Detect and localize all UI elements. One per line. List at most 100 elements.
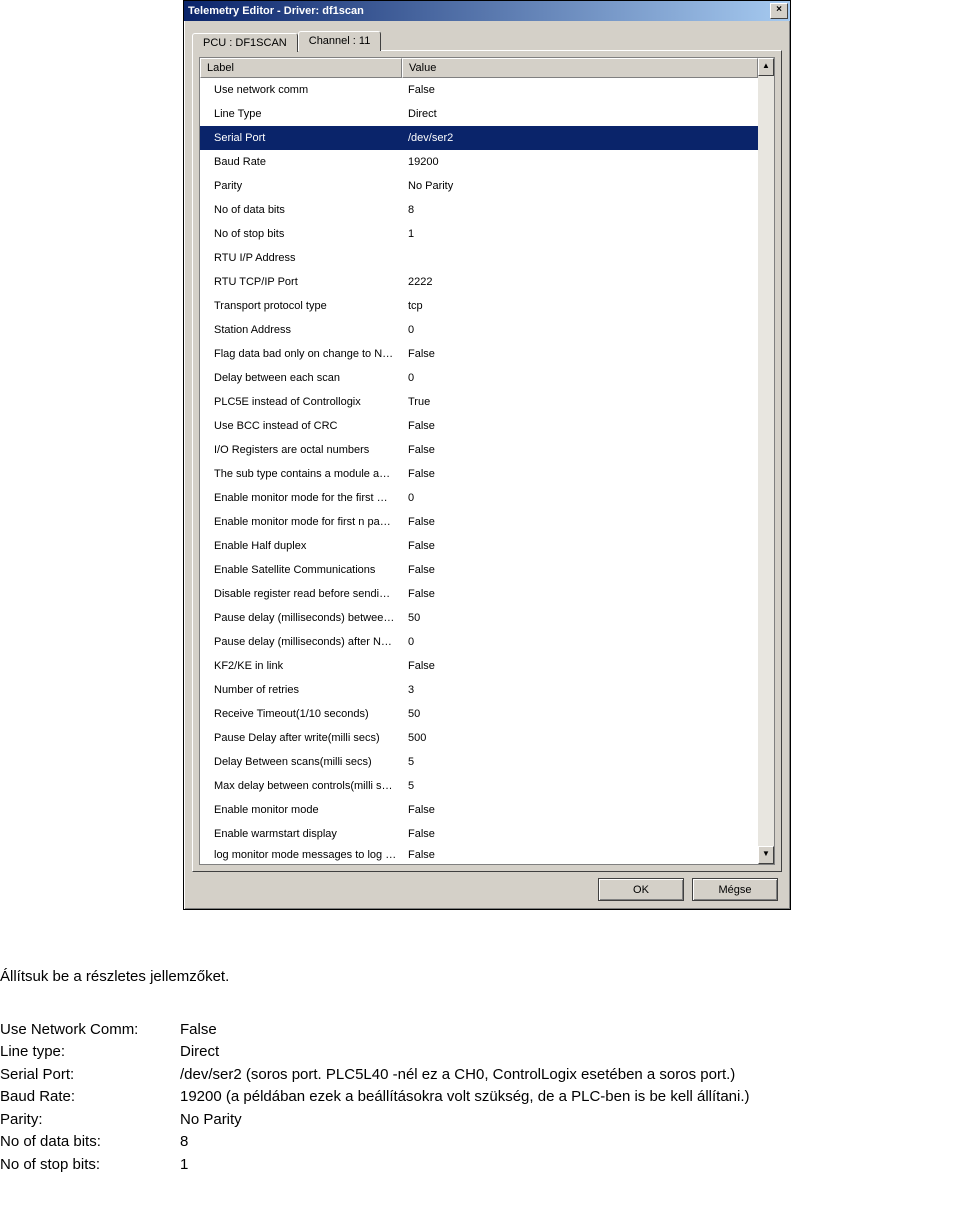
row-value: Direct <box>402 108 758 120</box>
definition-value: 1 <box>180 1154 750 1177</box>
definition-row: Line type:Direct <box>0 1041 750 1064</box>
row-label: Pause delay (milliseconds) betwee… <box>200 612 402 624</box>
table-row[interactable]: Use network commFalse <box>200 78 758 102</box>
row-label: Enable monitor mode for the first … <box>200 492 402 504</box>
table-row[interactable]: Pause delay (milliseconds) betwee…50 <box>200 606 758 630</box>
table-row[interactable]: KF2/KE in linkFalse <box>200 654 758 678</box>
table-row[interactable]: Delay between each scan0 <box>200 366 758 390</box>
row-value: False <box>402 348 758 360</box>
table-row[interactable]: I/O Registers are octal numbersFalse <box>200 438 758 462</box>
table-row[interactable]: Enable monitor mode for the first …0 <box>200 486 758 510</box>
row-value: False <box>402 804 758 816</box>
tab-channel[interactable]: Channel : 11 <box>298 31 382 51</box>
row-value: False <box>402 660 758 672</box>
row-label: The sub type contains a module a… <box>200 468 402 480</box>
chevron-down-icon: ▼ <box>762 849 770 858</box>
table-row[interactable]: ParityNo Parity <box>200 174 758 198</box>
row-label: Number of retries <box>200 684 402 696</box>
row-value: False <box>402 849 758 861</box>
table-row[interactable]: Delay Between scans(milli secs)5 <box>200 750 758 774</box>
definition-row: Parity:No Parity <box>0 1109 750 1132</box>
table-row[interactable]: Enable Satellite CommunicationsFalse <box>200 558 758 582</box>
table-row[interactable]: No of data bits8 <box>200 198 758 222</box>
table-row[interactable]: Enable Half duplexFalse <box>200 534 758 558</box>
header-label[interactable]: Label <box>200 58 402 78</box>
table-row[interactable]: Max delay between controls(milli s…5 <box>200 774 758 798</box>
row-label: Enable Satellite Communications <box>200 564 402 576</box>
row-label: Enable monitor mode for first n pa… <box>200 516 402 528</box>
row-value: 50 <box>402 612 758 624</box>
titlebar[interactable]: Telemetry Editor - Driver: df1scan × <box>184 1 790 21</box>
vertical-scrollbar[interactable]: ▲ ▼ <box>758 57 775 865</box>
row-value: 0 <box>402 636 758 648</box>
table-row[interactable]: Enable monitor mode for first n pa…False <box>200 510 758 534</box>
row-label: No of data bits <box>200 204 402 216</box>
definition-key: Baud Rate: <box>0 1086 180 1109</box>
row-label: RTU TCP/IP Port <box>200 276 402 288</box>
close-button[interactable]: × <box>770 3 788 19</box>
table-row[interactable]: RTU TCP/IP Port2222 <box>200 270 758 294</box>
definition-row: Baud Rate:19200 (a példában ezek a beáll… <box>0 1086 750 1109</box>
row-label: PLC5E instead of Controllogix <box>200 396 402 408</box>
property-table[interactable]: Label Value Use network commFalseLine Ty… <box>199 57 758 865</box>
row-value: 8 <box>402 204 758 216</box>
table-row[interactable]: Pause Delay after write(milli secs)500 <box>200 726 758 750</box>
table-row[interactable]: Enable monitor modeFalse <box>200 798 758 822</box>
table-row[interactable]: The sub type contains a module a…False <box>200 462 758 486</box>
row-label: Serial Port <box>200 132 402 144</box>
table-row[interactable]: No of stop bits1 <box>200 222 758 246</box>
dialog-button-row: OK Mégse <box>192 872 782 903</box>
definition-key: No of data bits: <box>0 1131 180 1154</box>
table-row[interactable]: Transport protocol type tcp <box>200 294 758 318</box>
row-label: Enable monitor mode <box>200 804 402 816</box>
cancel-button[interactable]: Mégse <box>692 878 778 901</box>
row-label: RTU I/P Address <box>200 252 402 264</box>
row-label: Baud Rate <box>200 156 402 168</box>
row-value: False <box>402 84 758 96</box>
row-value: 1 <box>402 228 758 240</box>
table-row[interactable]: PLC5E instead of ControllogixTrue <box>200 390 758 414</box>
row-label: Flag data bad only on change to N… <box>200 348 402 360</box>
tab-strip: PCU : DF1SCAN Channel : 11 <box>192 29 782 51</box>
row-value: 5 <box>402 756 758 768</box>
row-label: Delay Between scans(milli secs) <box>200 756 402 768</box>
table-row[interactable]: Flag data bad only on change to N…False <box>200 342 758 366</box>
table-row[interactable]: Baud Rate19200 <box>200 150 758 174</box>
table-row[interactable]: Use BCC instead of CRCFalse <box>200 414 758 438</box>
definition-value: Direct <box>180 1041 750 1064</box>
row-value: 0 <box>402 324 758 336</box>
table-row[interactable]: Disable register read before sendi…False <box>200 582 758 606</box>
ok-button[interactable]: OK <box>598 878 684 901</box>
table-row[interactable]: Serial Port/dev/ser2 <box>200 126 758 150</box>
definition-key: Line type: <box>0 1041 180 1064</box>
table-row[interactable]: Line TypeDirect <box>200 102 758 126</box>
table-row[interactable]: Enable warmstart displayFalse <box>200 822 758 846</box>
row-label: Max delay between controls(milli s… <box>200 780 402 792</box>
table-row[interactable]: Number of retries3 <box>200 678 758 702</box>
row-value: 500 <box>402 732 758 744</box>
row-value: 50 <box>402 708 758 720</box>
table-row[interactable]: RTU I/P Address <box>200 246 758 270</box>
row-value: 3 <box>402 684 758 696</box>
scroll-up-button[interactable]: ▲ <box>758 58 774 76</box>
scroll-track[interactable] <box>758 76 774 846</box>
row-value: 5 <box>402 780 758 792</box>
row-label: KF2/KE in link <box>200 660 402 672</box>
definition-row: Use Network Comm:False <box>0 1019 750 1042</box>
scroll-down-button[interactable]: ▼ <box>758 846 774 864</box>
table-row[interactable]: Station Address0 <box>200 318 758 342</box>
table-row[interactable]: Pause delay (milliseconds) after N…0 <box>200 630 758 654</box>
row-label: Delay between each scan <box>200 372 402 384</box>
close-icon: × <box>776 4 782 15</box>
row-value: 2222 <box>402 276 758 288</box>
row-label: log monitor mode messages to log … <box>200 849 402 861</box>
row-value: True <box>402 396 758 408</box>
row-value: False <box>402 564 758 576</box>
header-value[interactable]: Value <box>402 58 758 78</box>
table-row[interactable]: Receive Timeout(1/10 seconds)50 <box>200 702 758 726</box>
row-label: Enable Half duplex <box>200 540 402 552</box>
definition-value: 19200 (a példában ezek a beállításokra v… <box>180 1086 750 1109</box>
row-label: Line Type <box>200 108 402 120</box>
tab-pcu[interactable]: PCU : DF1SCAN <box>192 33 298 52</box>
table-row[interactable]: log monitor mode messages to log …False <box>200 846 758 864</box>
